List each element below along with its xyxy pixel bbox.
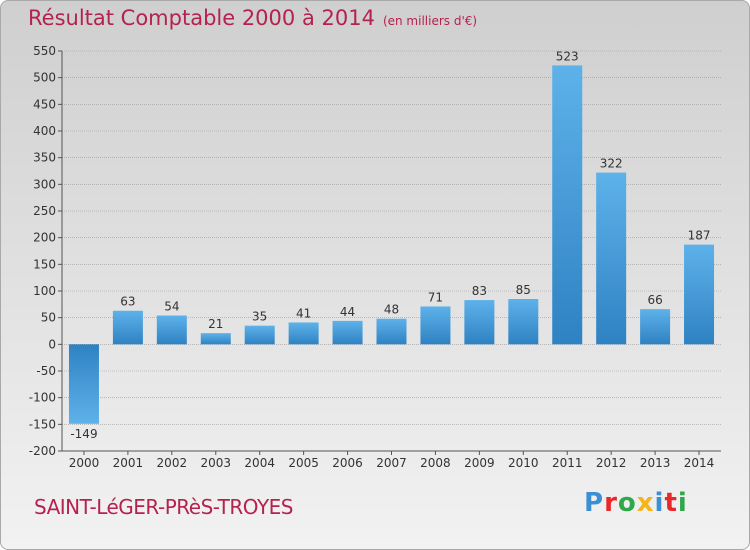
y-tick-label: 500 (33, 71, 56, 85)
logo-letter: i (677, 488, 688, 518)
bar-2007 (376, 318, 407, 345)
x-tick-label: 2010 (508, 456, 539, 470)
bar-2014 (684, 244, 715, 345)
bar-2001 (112, 310, 143, 345)
logo-letter: x (636, 488, 655, 518)
y-tick-label: 150 (33, 257, 56, 271)
bar-value-label: 523 (556, 49, 579, 63)
bar-value-label: 63 (120, 295, 135, 309)
bar-2006 (332, 320, 363, 345)
bar-2003 (200, 333, 231, 345)
bar-2009 (464, 300, 495, 345)
bar-value-label: 66 (647, 293, 662, 307)
x-tick-label: 2013 (640, 456, 671, 470)
y-tick-label: -100 (29, 391, 56, 405)
y-tick-label: 350 (33, 151, 56, 165)
bar-value-label: 71 (428, 290, 443, 304)
chart-title: Résultat Comptable 2000 à 2014 (en millie… (28, 6, 477, 30)
x-tick-label: 2000 (69, 456, 100, 470)
x-tick-label: 2001 (113, 456, 144, 470)
commune-name: SAINT-LéGER-PRèS-TROYES (34, 495, 294, 519)
y-tick-label: 0 (48, 337, 56, 351)
bar-value-label: 83 (472, 284, 487, 298)
bar-value-label: 41 (296, 306, 311, 320)
bar-value-label: 85 (516, 283, 531, 297)
x-tick-label: 2002 (157, 456, 188, 470)
x-tick-label: 2014 (684, 456, 715, 470)
x-axis-ticks: 2000 2001 2002 2003 2004 2005 2006 2007 2008 2009… (69, 451, 715, 470)
y-axis-ticks: -200 -150 -100 -50 0 50 100 150 200 250 300 350 400 4… (29, 44, 62, 458)
x-tick-label: 2005 (288, 456, 319, 470)
chart-title-main: Résultat Comptable 2000 à 2014 (28, 6, 375, 30)
x-tick-label: 2007 (376, 456, 407, 470)
bar-value-label: 187 (688, 229, 711, 243)
y-tick-label: -50 (36, 364, 56, 378)
bar-value-label: 21 (208, 317, 223, 331)
x-tick-label: 2003 (200, 456, 231, 470)
data-labels: -149 63 54 21 35 41 44 48 71 83 85 523 322 66 187 (70, 49, 710, 440)
logo-letter: i (654, 488, 665, 518)
x-tick-label: 2009 (464, 456, 495, 470)
y-tick-label: 100 (33, 284, 56, 298)
y-tick-label: 50 (41, 311, 56, 325)
bar-value-label: 44 (340, 305, 355, 319)
x-tick-label: 2006 (332, 456, 363, 470)
y-tick-label: 450 (33, 97, 56, 111)
bar-2010 (508, 299, 539, 345)
y-tick-label: 250 (33, 204, 56, 218)
bar-2008 (420, 306, 451, 345)
y-tick-label: -200 (29, 444, 56, 458)
logo-letter: P (584, 488, 605, 518)
logo-letter: r (604, 488, 618, 518)
x-tick-label: 2011 (552, 456, 583, 470)
logo-letter: t (664, 488, 678, 518)
chart-title-unit: (en milliers d'€) (382, 14, 478, 28)
x-tick-label: 2008 (420, 456, 451, 470)
y-tick-label: 300 (33, 177, 56, 191)
bar-2011 (552, 65, 583, 345)
proxiti-logo[interactable]: Proxiti (584, 488, 688, 518)
bar-value-label: 322 (600, 157, 623, 171)
y-tick-label: 400 (33, 124, 56, 138)
bar-value-label: 48 (384, 303, 399, 317)
bar-value-label: 35 (252, 310, 267, 324)
bar-2004 (244, 325, 275, 345)
bar-2000 (68, 344, 99, 424)
y-tick-label: -150 (29, 417, 56, 431)
logo-letter: o (617, 488, 637, 518)
x-tick-label: 2012 (596, 456, 627, 470)
bar-2005 (288, 322, 319, 345)
y-tick-label: 550 (33, 44, 56, 58)
bar-2012 (596, 172, 627, 345)
bar-value-label: 54 (164, 300, 179, 314)
bar-value-label: -149 (70, 427, 97, 441)
bar-2013 (640, 309, 671, 345)
bar-2002 (156, 315, 187, 345)
x-tick-label: 2004 (244, 456, 275, 470)
y-tick-label: 200 (33, 231, 56, 245)
bars (68, 65, 715, 424)
